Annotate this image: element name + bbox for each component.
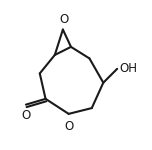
Text: OH: OH — [119, 62, 137, 75]
Text: O: O — [21, 109, 31, 122]
Text: O: O — [59, 13, 69, 26]
Text: O: O — [64, 120, 73, 133]
